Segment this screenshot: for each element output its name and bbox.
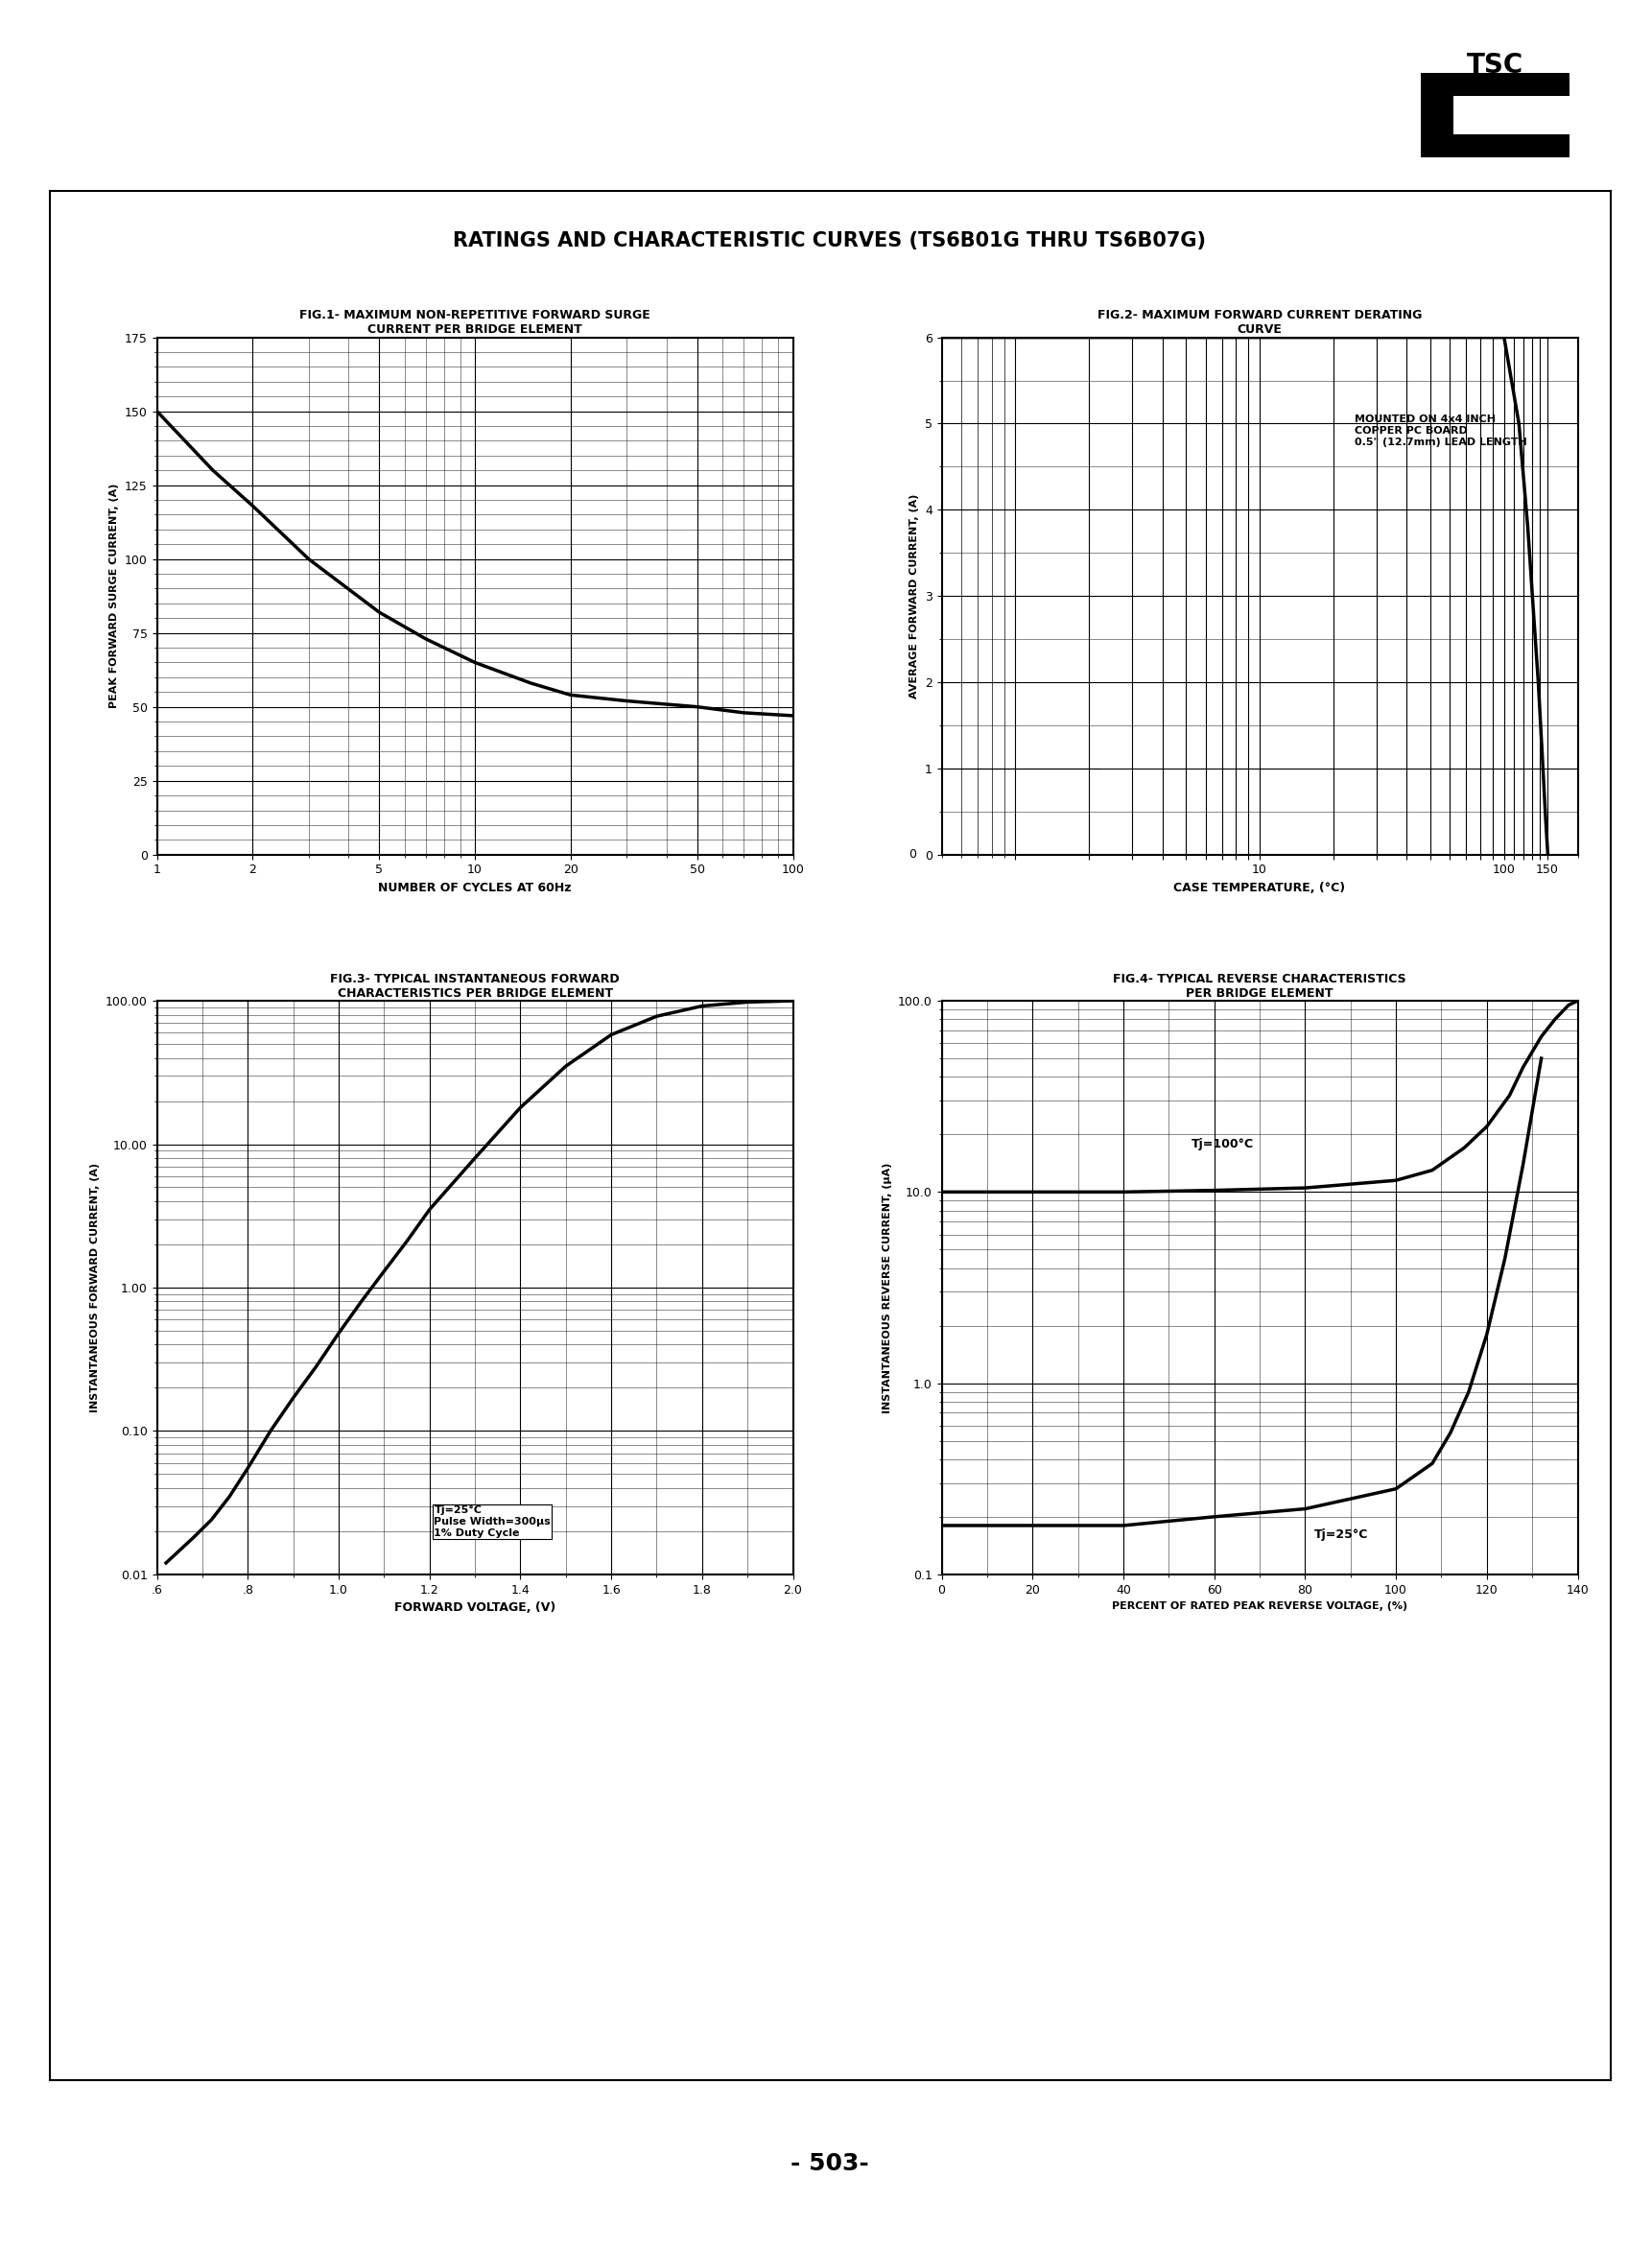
Bar bbox=[1421, 72, 1454, 157]
Y-axis label: INSTANTANEOUS REVERSE CURRENT, (μA): INSTANTANEOUS REVERSE CURRENT, (μA) bbox=[882, 1163, 892, 1412]
Title: FIG.2- MAXIMUM FORWARD CURRENT DERATING
CURVE: FIG.2- MAXIMUM FORWARD CURRENT DERATING … bbox=[1097, 310, 1422, 337]
Bar bbox=[1454, 121, 1561, 135]
Text: 0: 0 bbox=[909, 848, 917, 861]
Text: Tj=100°C: Tj=100°C bbox=[1191, 1138, 1254, 1151]
Text: MOUNTED ON 4x4 INCH
COPPER PC BOARD
0.5" (12.7mm) LEAD LENGTH: MOUNTED ON 4x4 INCH COPPER PC BOARD 0.5"… bbox=[1355, 414, 1528, 448]
Title: FIG.4- TYPICAL REVERSE CHARACTERISTICS
PER BRIDGE ELEMENT: FIG.4- TYPICAL REVERSE CHARACTERISTICS P… bbox=[1113, 974, 1406, 1001]
X-axis label: PERCENT OF RATED PEAK REVERSE VOLTAGE, (%): PERCENT OF RATED PEAK REVERSE VOLTAGE, (… bbox=[1112, 1601, 1408, 1610]
Y-axis label: PEAK FORWARD SURGE CURRENT, (A): PEAK FORWARD SURGE CURRENT, (A) bbox=[109, 484, 119, 708]
X-axis label: CASE TEMPERATURE, (°C): CASE TEMPERATURE, (°C) bbox=[1173, 882, 1346, 895]
Text: Tj=25°C
Pulse Width=300μs
1% Duty Cycle: Tj=25°C Pulse Width=300μs 1% Duty Cycle bbox=[434, 1507, 550, 1538]
Bar bbox=[1454, 97, 1569, 121]
Text: Tj=25°C: Tj=25°C bbox=[1315, 1529, 1368, 1541]
Text: - 503-: - 503- bbox=[790, 2152, 869, 2175]
Bar bbox=[1421, 135, 1569, 157]
X-axis label: FORWARD VOLTAGE, (V): FORWARD VOLTAGE, (V) bbox=[395, 1601, 555, 1615]
Title: FIG.1- MAXIMUM NON-REPETITIVE FORWARD SURGE
CURRENT PER BRIDGE ELEMENT: FIG.1- MAXIMUM NON-REPETITIVE FORWARD SU… bbox=[299, 310, 651, 337]
X-axis label: NUMBER OF CYCLES AT 60Hz: NUMBER OF CYCLES AT 60Hz bbox=[378, 882, 572, 895]
Text: TSC: TSC bbox=[1467, 52, 1523, 79]
Y-axis label: AVERAGE FORWARD CURRENT, (A): AVERAGE FORWARD CURRENT, (A) bbox=[910, 493, 919, 699]
Text: RATINGS AND CHARACTERISTIC CURVES (TS6B01G THRU TS6B07G): RATINGS AND CHARACTERISTIC CURVES (TS6B0… bbox=[453, 232, 1206, 250]
Bar bbox=[1421, 72, 1569, 97]
Title: FIG.3- TYPICAL INSTANTANEOUS FORWARD
CHARACTERISTICS PER BRIDGE ELEMENT: FIG.3- TYPICAL INSTANTANEOUS FORWARD CHA… bbox=[330, 974, 620, 1001]
Y-axis label: INSTANTANEOUS FORWARD CURRENT, (A): INSTANTANEOUS FORWARD CURRENT, (A) bbox=[91, 1163, 101, 1412]
